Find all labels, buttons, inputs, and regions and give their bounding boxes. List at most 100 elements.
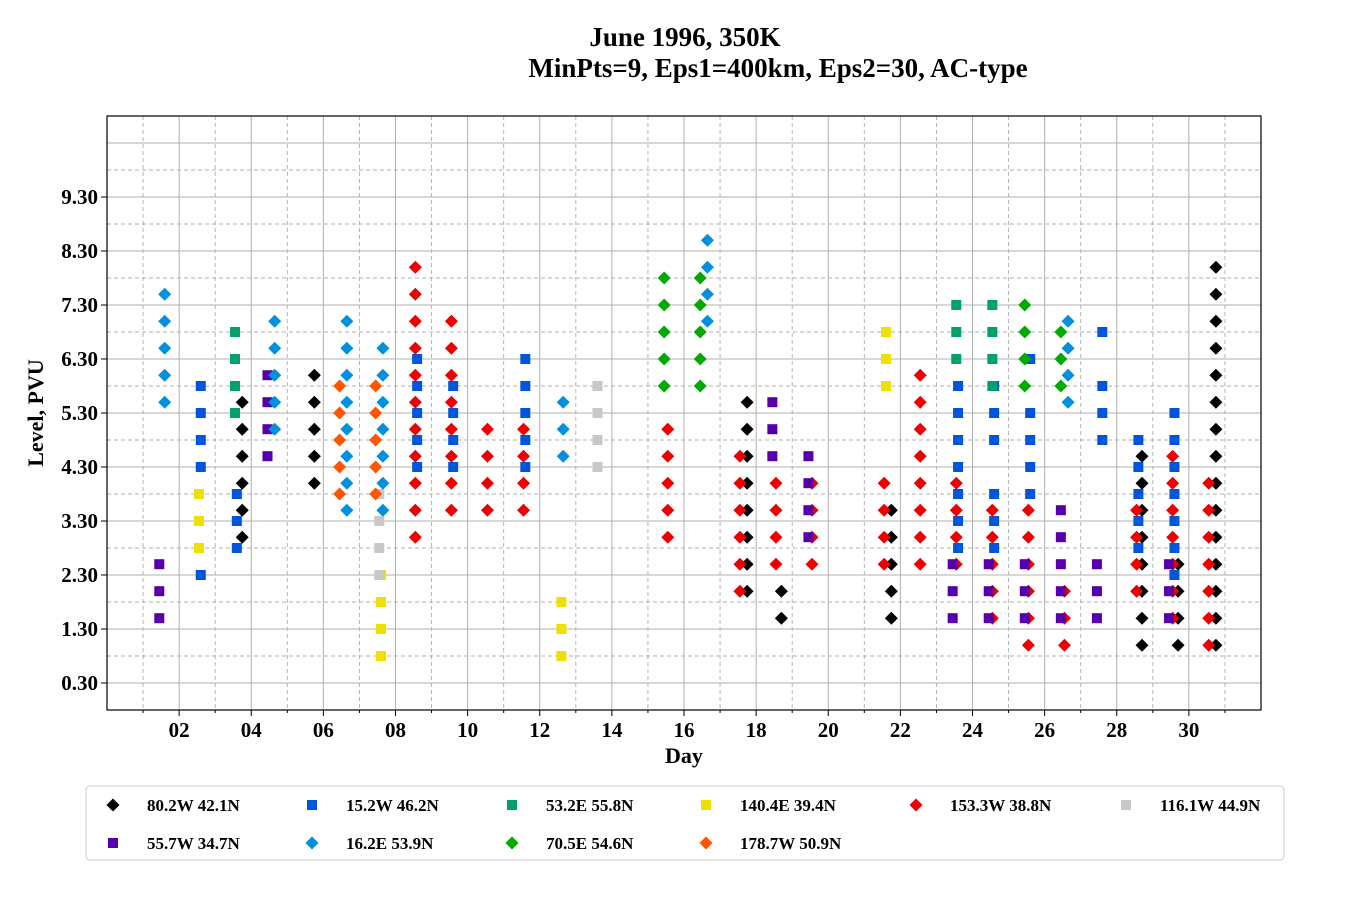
data-point [307,395,321,409]
data-point [1054,379,1068,393]
data-point [733,476,747,490]
data-point [880,327,891,337]
data-point [158,314,172,328]
data-point [913,503,927,517]
data-point [1019,586,1030,597]
x-tick-label: 30 [1178,718,1199,742]
data-point [556,422,570,436]
data-point [951,300,962,310]
data-point [1019,613,1030,624]
data-point [307,368,321,382]
data-point [913,449,927,463]
data-point [767,397,778,408]
data-point [700,287,714,301]
data-point [376,341,390,355]
data-point [340,368,354,382]
data-point [340,422,354,436]
data-point [340,503,354,517]
data-point [1054,325,1068,339]
data-point [235,503,249,517]
x-tick-label: 08 [385,718,406,742]
data-point [953,489,964,499]
data-point [307,449,321,463]
data-point [517,449,531,463]
data-point [1055,586,1066,597]
data-point [1169,516,1180,526]
x-tick-label: 26 [1034,718,1055,742]
data-point [1091,586,1102,597]
data-point [1025,489,1036,499]
legend-entry-label: 153.3W 38.8N [950,796,1052,815]
data-point [989,408,1000,418]
data-point [408,530,422,544]
data-point [1209,341,1223,355]
data-point [657,379,671,393]
data-point [1021,530,1035,544]
data-point [803,532,814,543]
data-point [774,611,788,625]
data-point [1135,476,1149,490]
y-tick-label: 1.30 [61,617,98,641]
y-tick-label: 2.30 [61,563,98,587]
data-point [700,314,714,328]
data-point [1209,314,1223,328]
data-point [1209,449,1223,463]
data-point [1135,611,1149,625]
data-point [774,584,788,598]
data-point [230,354,241,364]
grid-lines [106,115,1262,711]
data-point [1209,287,1223,301]
legend-marker [108,838,118,848]
data-point [230,381,241,391]
data-point [448,408,459,418]
data-point [195,408,206,418]
data-point [374,570,385,580]
x-tick-label: 22 [890,718,911,742]
data-point [374,516,385,526]
data-point [1130,503,1144,517]
data-point [1091,559,1102,570]
data-point [592,381,603,391]
data-point [1209,368,1223,382]
data-point [884,584,898,598]
data-point [195,570,206,580]
x-tick-label: 24 [962,718,984,742]
data-point [913,557,927,571]
x-axis-label: Day [665,743,703,768]
data-point [657,271,671,285]
data-point [333,460,347,474]
data-point [195,435,206,445]
data-point [1171,638,1185,652]
data-point [517,503,531,517]
x-tick-label: 20 [818,718,839,742]
data-point [987,381,998,391]
x-tick-label: 04 [241,718,263,742]
x-tick-label: 12 [529,718,550,742]
data-point [949,530,963,544]
data-point [740,476,754,490]
data-point [333,487,347,501]
data-point [733,584,747,598]
legend-entry-label: 55.7W 34.7N [147,834,240,853]
data-point [340,314,354,328]
data-point [376,597,387,607]
data-point [235,530,249,544]
data-point [767,424,778,435]
data-point [333,379,347,393]
legend-entry-label: 116.1W 44.9N [1160,796,1261,815]
data-point [1209,557,1223,571]
data-point [369,460,383,474]
data-point [877,530,891,544]
data-point [268,395,282,409]
data-point [661,530,675,544]
data-point [231,543,242,553]
data-point [193,543,204,553]
data-point [951,327,962,337]
data-point [985,530,999,544]
x-tick-label: 18 [746,718,767,742]
y-tick-label: 7.30 [61,293,98,317]
data-point [1169,489,1180,499]
data-point [733,557,747,571]
data-point [231,489,242,499]
